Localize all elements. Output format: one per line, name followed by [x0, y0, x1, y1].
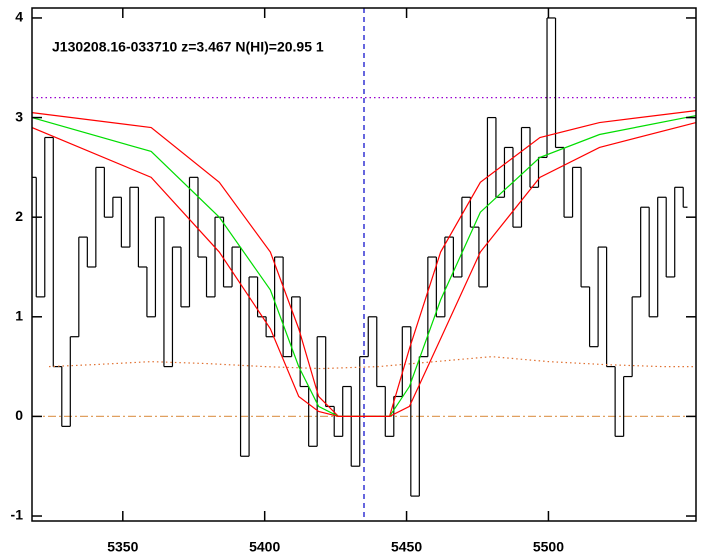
y-tick-label: 1 [15, 307, 23, 323]
x-tick-label: 5400 [249, 539, 280, 555]
y-tick-label: 2 [15, 208, 23, 224]
plot-frame [31, 7, 697, 522]
flux-riser [35, 17, 684, 497]
x-tick-label: 5450 [391, 539, 422, 555]
y-tick-label: 4 [15, 9, 23, 25]
fit-line [31, 121, 697, 418]
y-tick-label: -1 [11, 507, 24, 523]
y-tick-label: 3 [15, 108, 23, 124]
y-tick-label: 0 [15, 407, 23, 423]
annotation: J130208.16-033710 z=3.467 N(HI)=20.95 1 [52, 39, 324, 55]
error-line [48, 356, 696, 370]
x-tick-label: 5350 [107, 539, 138, 555]
x-tick-label: 5500 [533, 539, 564, 555]
